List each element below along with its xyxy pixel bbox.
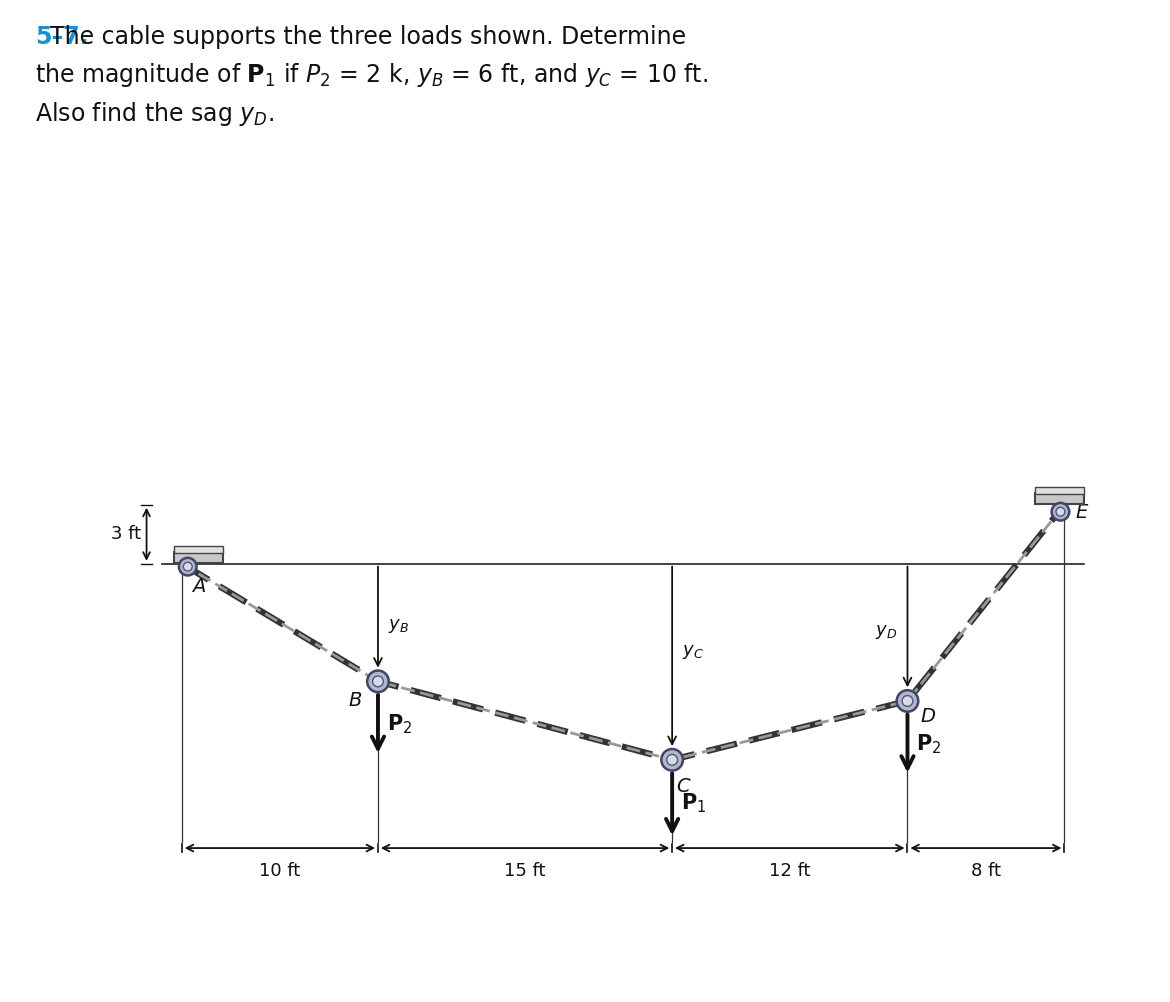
Circle shape	[179, 558, 197, 575]
FancyBboxPatch shape	[174, 546, 223, 553]
Text: 8 ft: 8 ft	[971, 862, 1000, 880]
Text: The cable supports the three loads shown. Determine
the magnitude of $\mathbf{P}: The cable supports the three loads shown…	[35, 25, 708, 128]
Text: 5–7.: 5–7.	[35, 25, 89, 49]
Circle shape	[184, 562, 192, 571]
Text: $y_D$: $y_D$	[875, 623, 897, 641]
Text: 10 ft: 10 ft	[260, 862, 301, 880]
Circle shape	[1057, 507, 1065, 516]
FancyBboxPatch shape	[1035, 493, 1083, 504]
Circle shape	[661, 749, 683, 771]
Text: 12 ft: 12 ft	[769, 862, 811, 880]
Text: $y_B$: $y_B$	[387, 617, 408, 635]
Text: B: B	[349, 691, 363, 710]
Circle shape	[372, 676, 384, 686]
Text: E: E	[1075, 503, 1088, 522]
Text: $\mathbf{P}_2$: $\mathbf{P}_2$	[387, 712, 412, 736]
Circle shape	[667, 755, 677, 766]
Circle shape	[367, 670, 388, 692]
Circle shape	[1052, 503, 1069, 521]
Text: D: D	[921, 706, 935, 725]
Text: A: A	[192, 577, 205, 596]
Text: $y_C$: $y_C$	[682, 643, 704, 661]
FancyBboxPatch shape	[174, 552, 223, 563]
FancyBboxPatch shape	[1035, 487, 1083, 494]
Text: 3 ft: 3 ft	[110, 525, 140, 543]
Circle shape	[902, 695, 913, 706]
Text: C: C	[676, 778, 689, 797]
Text: $\mathbf{P}_2$: $\mathbf{P}_2$	[916, 732, 942, 756]
Circle shape	[896, 690, 918, 711]
Text: $\mathbf{P}_1$: $\mathbf{P}_1$	[681, 792, 707, 815]
Text: 15 ft: 15 ft	[504, 862, 545, 880]
